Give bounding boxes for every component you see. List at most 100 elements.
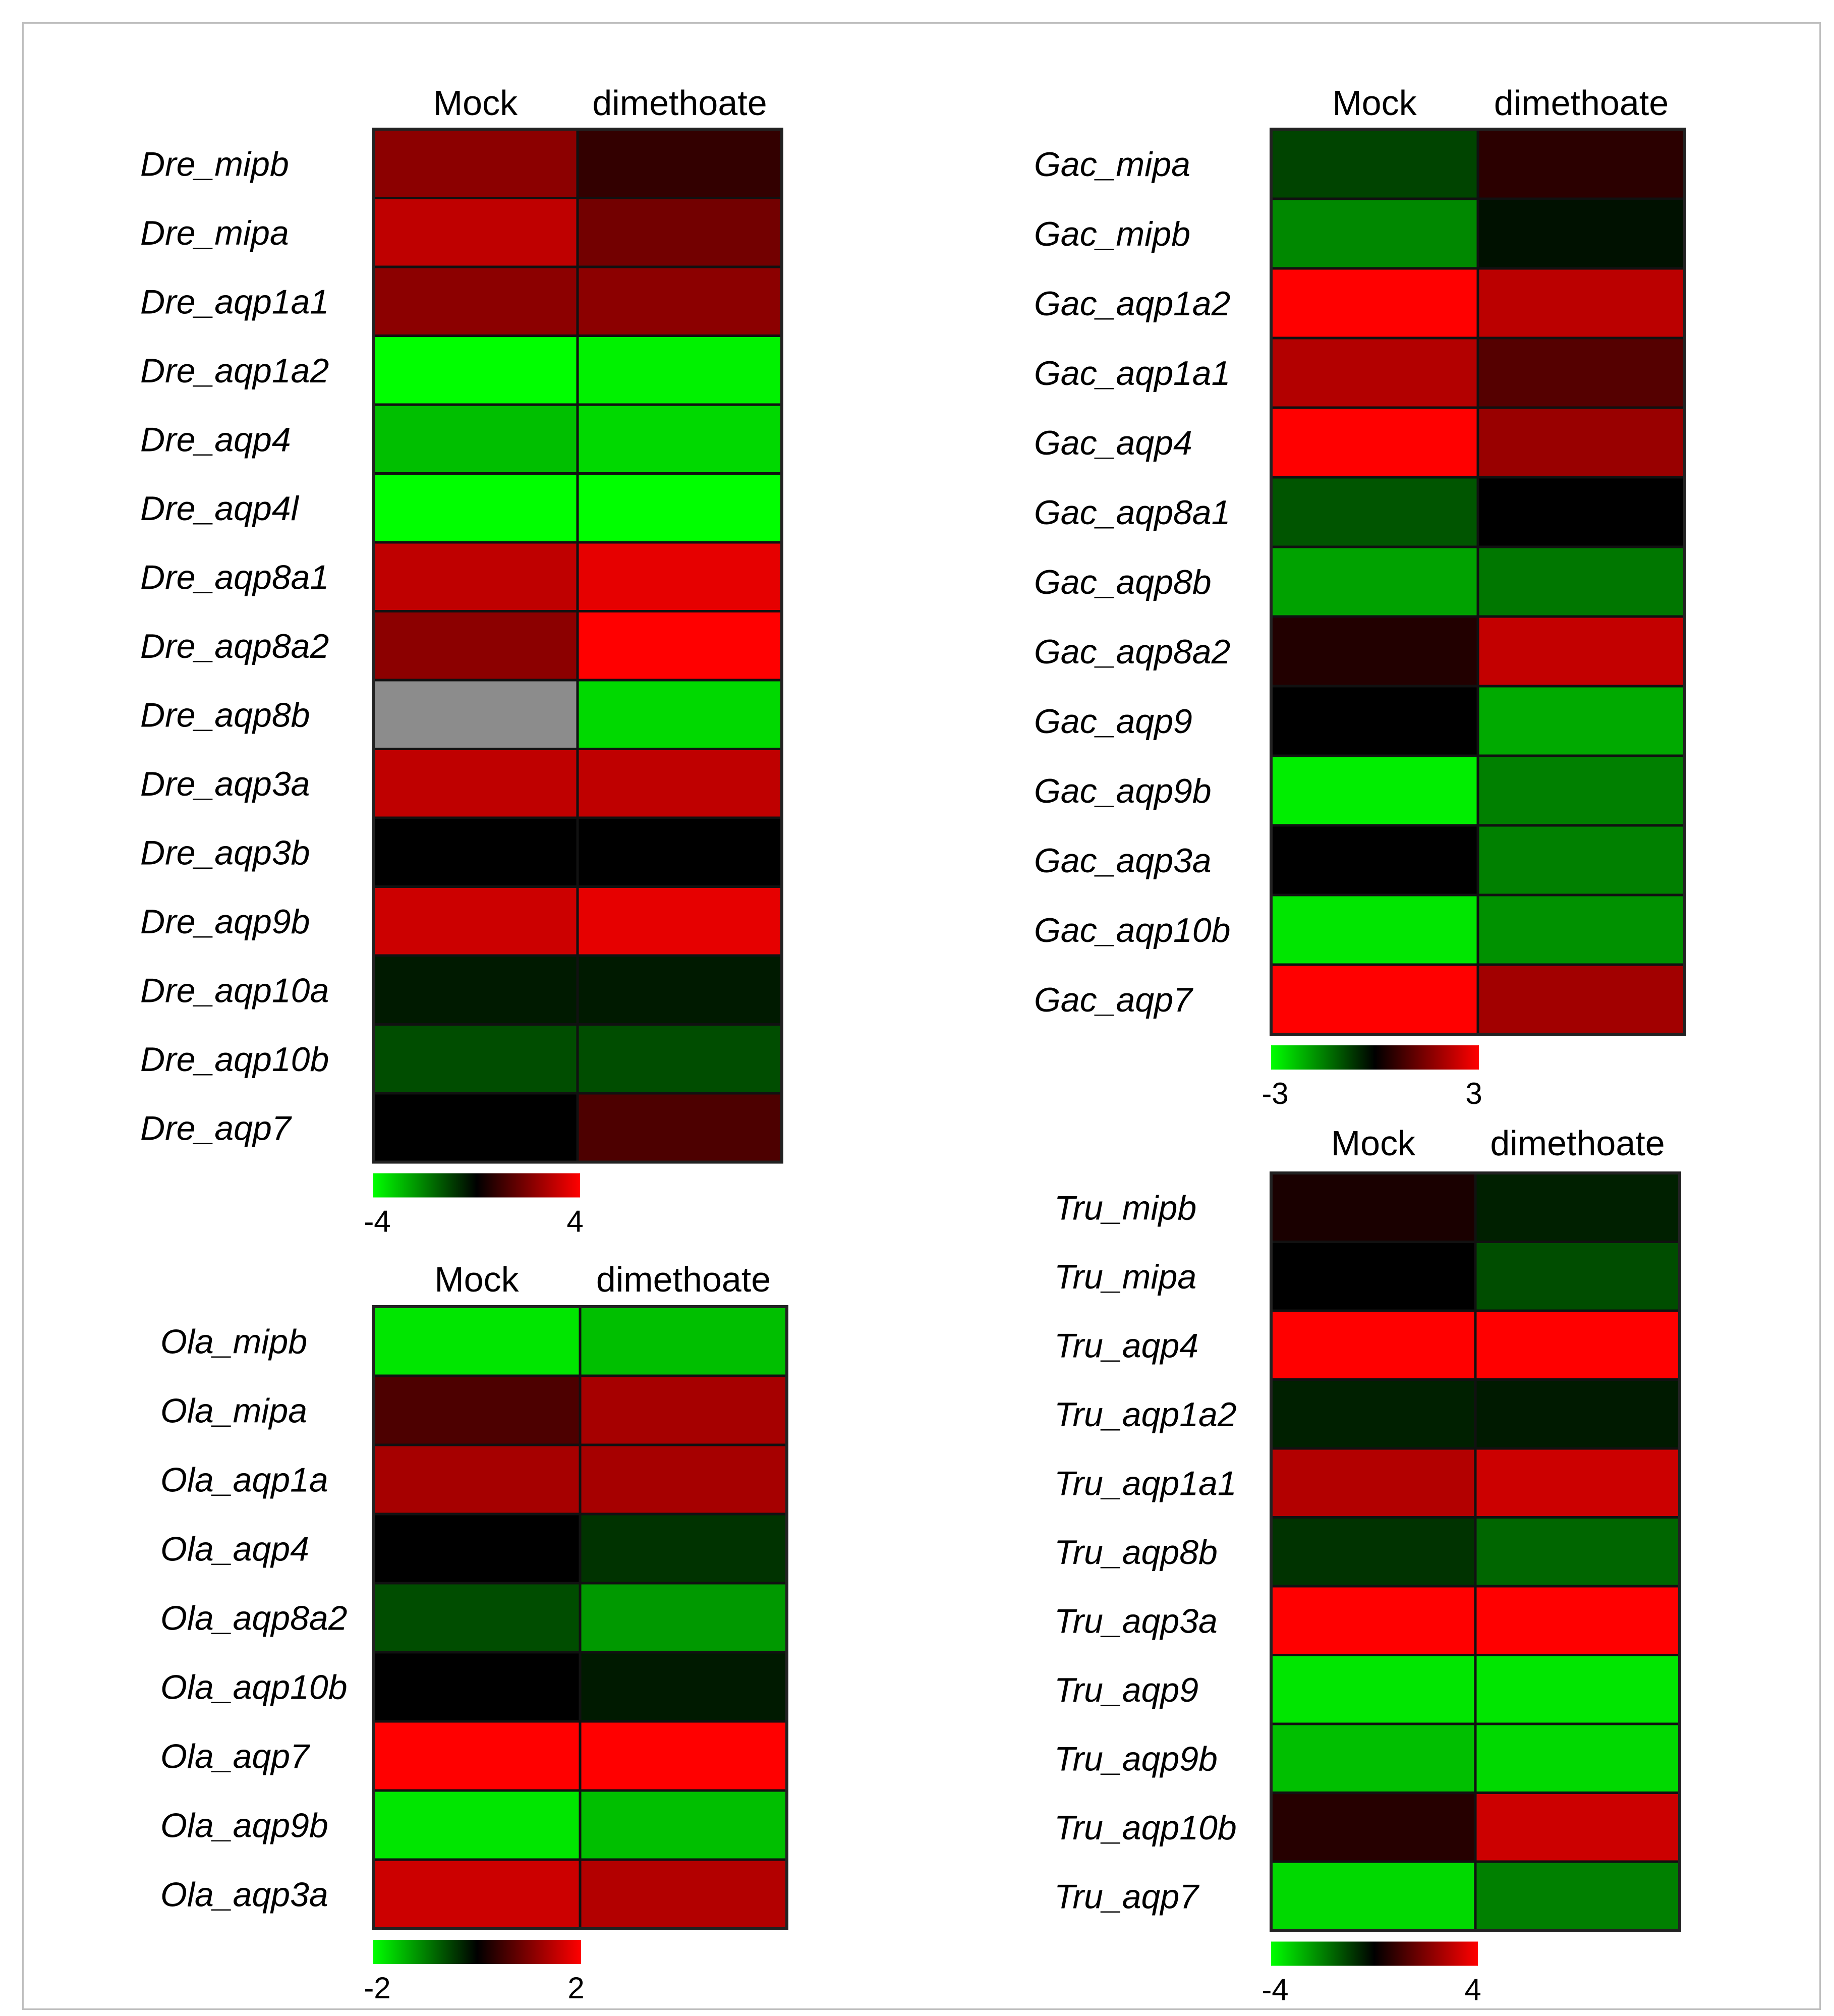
row-label: Gac_mipa — [1034, 145, 1190, 184]
heatmap-cell — [1476, 545, 1686, 618]
scale-min-label: -3 — [1262, 1077, 1288, 1110]
heatmap-cell — [1270, 337, 1479, 409]
heatmap-cell — [372, 128, 579, 199]
heatmap-cell — [1270, 197, 1479, 270]
heatmap-cell — [1270, 685, 1479, 757]
heatmap-cell — [579, 1513, 788, 1585]
row-label: Dre_mipb — [140, 145, 289, 183]
heatmap-cell — [1476, 197, 1686, 270]
scale-min-label: -4 — [364, 1205, 390, 1239]
heatmap-cell — [1270, 128, 1479, 200]
row-label: Tru_aqp4 — [1054, 1326, 1198, 1365]
heatmap-cell — [579, 1582, 788, 1654]
row-label: Ola_mipb — [160, 1323, 307, 1361]
color-scale-bar — [373, 1173, 580, 1198]
heatmap-cell — [579, 1305, 788, 1377]
heatmap-cell — [1270, 824, 1479, 897]
heatmap-cell — [1270, 1860, 1477, 1932]
row-label: Dre_aqp9b — [140, 903, 310, 941]
row-label: Gac_aqp7 — [1034, 981, 1193, 1019]
color-scale-bar — [1271, 1045, 1479, 1070]
row-label: Ola_aqp4 — [160, 1530, 309, 1569]
row-label: Gac_aqp8b — [1034, 563, 1212, 601]
row-label: Tru_mipb — [1054, 1189, 1196, 1227]
heatmap-cell — [1270, 1722, 1477, 1794]
row-label: Ola_aqp3a — [160, 1876, 328, 1914]
heatmap-cell — [1474, 1585, 1681, 1656]
heatmap-cell — [576, 1092, 783, 1163]
heatmap-cell — [576, 1023, 783, 1095]
heatmap-cell — [576, 816, 783, 888]
heatmap-cell — [1476, 754, 1686, 827]
row-label: Ola_aqp8a2 — [160, 1599, 348, 1638]
row-label: Dre_mipa — [140, 214, 289, 252]
row-label: Tru_aqp1a1 — [1054, 1464, 1237, 1502]
heatmap-panel-3: Mock dimethoate Ola_mipb Ola_mipa Ola_aqp1a O… — [160, 1260, 788, 2005]
heatmap-cell — [1476, 963, 1686, 1036]
heatmap-cell — [372, 1513, 582, 1585]
heatmap-cell — [576, 197, 783, 268]
heatmap-cell — [372, 265, 579, 337]
row-label: Dre_aqp1a1 — [140, 283, 329, 321]
heatmap-cell — [372, 197, 579, 268]
row-label: Gac_aqp8a2 — [1034, 633, 1230, 671]
scale-max-label: 4 — [1464, 1973, 1481, 2007]
row-label: Dre_aqp8a1 — [140, 558, 329, 596]
row-label: Gac_aqp8a1 — [1034, 493, 1230, 532]
heatmap-cell — [576, 748, 783, 819]
heatmap-cell — [576, 334, 783, 406]
heatmap-cell — [372, 1443, 582, 1516]
row-label: Ola_mipa — [160, 1392, 307, 1430]
row-label: Gac_aqp9b — [1034, 772, 1212, 810]
heatmap-cell — [1270, 406, 1479, 479]
heatmap-cell — [1270, 267, 1479, 340]
scale-min-label: -2 — [364, 1971, 390, 2005]
heatmap-cell — [372, 472, 579, 544]
heatmap-cell — [372, 679, 579, 750]
heatmap-cell — [1270, 545, 1479, 618]
figure-frame — [22, 22, 1821, 2010]
column-header-1: dimethoate — [1494, 83, 1669, 123]
row-label: Dre_aqp10b — [140, 1040, 329, 1079]
heatmap-cell — [372, 1789, 582, 1861]
row-label: Ola_aqp9b — [160, 1807, 328, 1845]
heatmap-cell — [1474, 1516, 1681, 1588]
heatmap-cell — [1474, 1447, 1681, 1519]
heatmap-cell — [1270, 754, 1479, 827]
heatmap-cell — [372, 1858, 582, 1930]
heatmap-cell — [576, 679, 783, 750]
column-header-0: Mock — [1332, 83, 1417, 123]
heatmap-cell — [1270, 1791, 1477, 1863]
row-label: Gac_aqp4 — [1034, 424, 1192, 462]
row-label: Gac_aqp3a — [1034, 842, 1212, 880]
heatmap-cell — [576, 403, 783, 475]
heatmap-cell — [576, 610, 783, 682]
row-label: Dre_aqp3a — [140, 765, 310, 803]
heatmap-cell — [372, 954, 579, 1026]
heatmap-cell — [576, 265, 783, 337]
heatmap-cell — [576, 541, 783, 612]
row-label: Gac_aqp10b — [1034, 911, 1230, 949]
row-label: Tru_aqp8b — [1054, 1533, 1218, 1572]
row-label: Ola_aqp7 — [160, 1738, 310, 1776]
heatmap-cell — [576, 472, 783, 544]
heatmap-cell — [1474, 1241, 1681, 1312]
row-label: Tru_aqp9b — [1054, 1740, 1218, 1778]
heatmap-cell — [1476, 337, 1686, 409]
heatmap-cell — [1270, 1241, 1477, 1312]
heatmap-cell — [576, 885, 783, 957]
heatmap-cell — [1476, 406, 1686, 479]
heatmap-cell — [579, 1651, 788, 1723]
heatmap-cell — [1474, 1378, 1681, 1450]
row-label: Dre_aqp4 — [140, 420, 291, 459]
row-label: Dre_aqp8a2 — [140, 627, 329, 665]
heatmap-cell — [1474, 1171, 1681, 1243]
heatmap-cell — [1270, 1585, 1477, 1656]
row-label: Gac_aqp1a2 — [1034, 285, 1230, 323]
heatmap-cell — [1476, 128, 1686, 200]
heatmap-cell — [372, 885, 579, 957]
row-label: Dre_aqp1a2 — [140, 352, 329, 390]
row-label: Tru_aqp1a2 — [1054, 1395, 1237, 1434]
heatmap-cell — [372, 403, 579, 475]
heatmap-panel-2: Mock dimethoate Gac_mipa Gac_mipb Gac_aqp1a2… — [1034, 83, 1686, 1110]
